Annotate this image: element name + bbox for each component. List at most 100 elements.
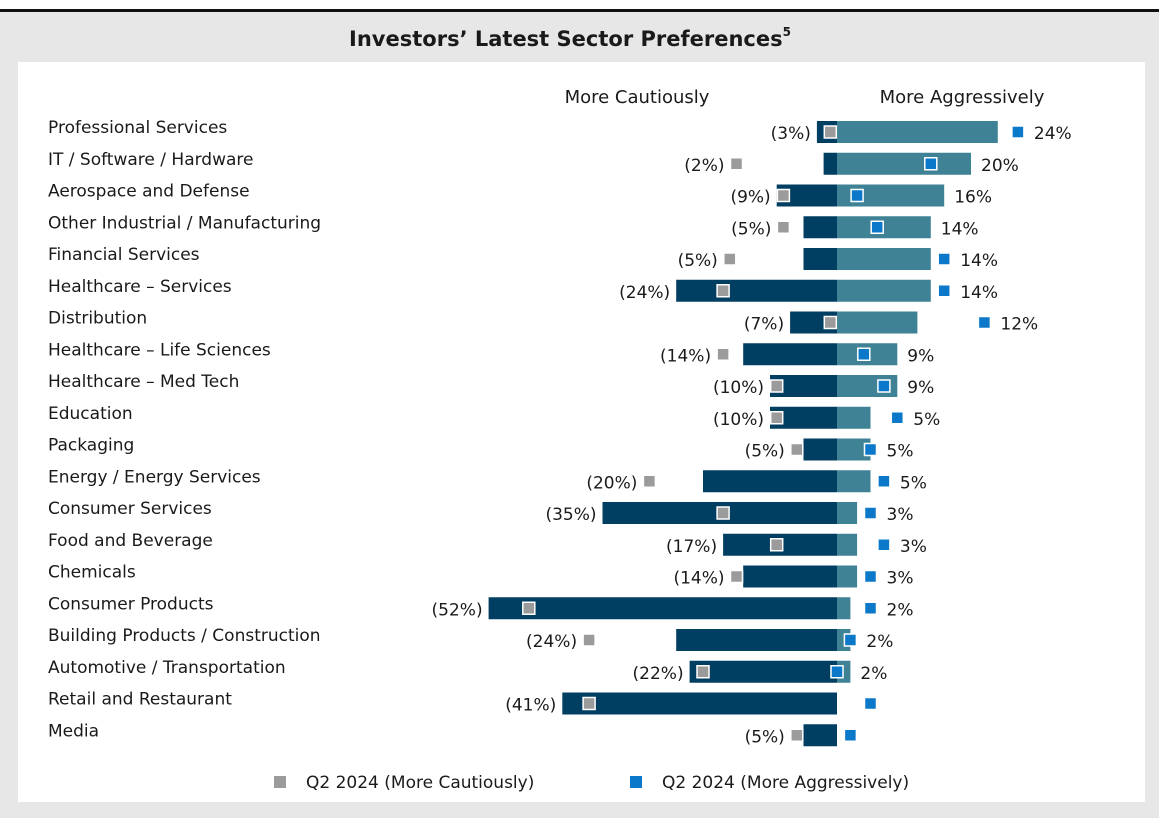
value-label: 5% <box>913 410 940 430</box>
value-label: 3% <box>887 569 914 589</box>
marker <box>823 125 838 139</box>
marker <box>937 252 951 266</box>
right-header: More Aggressively <box>880 87 1045 108</box>
marker <box>863 601 878 615</box>
bar <box>770 375 837 397</box>
marker <box>776 188 791 203</box>
marker <box>937 284 951 298</box>
marker <box>863 442 878 457</box>
value-label: 2% <box>866 632 893 652</box>
bar <box>776 184 837 207</box>
marker <box>790 442 804 457</box>
marker <box>863 569 878 584</box>
marker <box>769 411 784 425</box>
marker <box>977 315 992 330</box>
bar <box>823 152 837 175</box>
value-label: (24%) <box>619 283 670 303</box>
category-label: IT / Software / Hardware <box>48 150 254 170</box>
category-label: Education <box>48 404 133 424</box>
category-label: Healthcare – Med Tech <box>48 372 239 392</box>
category-label: Retail and Restaurant <box>48 690 232 710</box>
marker <box>696 665 710 679</box>
bar <box>803 248 837 270</box>
category-label: Packaging <box>48 436 134 456</box>
category-label: Consumer Products <box>48 594 214 614</box>
value-label: 16% <box>954 188 992 208</box>
value-label: (9%) <box>730 188 770 208</box>
value-label: (5%) <box>745 727 785 747</box>
value-label: (2%) <box>684 156 724 176</box>
category-label: Consumer Services <box>48 499 212 519</box>
category-label: Building Products / Construction <box>48 626 321 646</box>
value-label: (14%) <box>673 569 724 589</box>
category-label: Other Industrial / Manufacturing <box>48 213 321 233</box>
bar <box>743 565 837 588</box>
value-label: 3% <box>887 505 914 525</box>
value-label: (5%) <box>745 442 785 462</box>
marker <box>877 379 891 393</box>
category-label: Food and Beverage <box>48 531 213 551</box>
marker <box>769 379 784 393</box>
bar <box>837 470 871 493</box>
marker <box>863 506 878 520</box>
category-label: Chemicals <box>48 563 136 583</box>
bar <box>803 216 837 239</box>
bar <box>837 279 931 302</box>
value-label: 14% <box>960 283 998 303</box>
value-label: (17%) <box>666 537 717 557</box>
value-label: 24% <box>1034 124 1072 144</box>
top-rule <box>0 9 1159 12</box>
value-label: (41%) <box>505 696 556 716</box>
value-label: (5%) <box>678 251 718 271</box>
value-label: (7%) <box>744 315 784 335</box>
value-label: 9% <box>907 346 934 366</box>
category-label: Distribution <box>48 309 147 329</box>
category-label: Financial Services <box>48 245 200 265</box>
bar <box>703 470 837 493</box>
marker <box>729 157 744 171</box>
category-label: Media <box>48 721 99 741</box>
value-label: (10%) <box>713 410 764 430</box>
marker <box>877 474 891 488</box>
marker <box>716 347 730 361</box>
legend-swatch <box>274 776 286 788</box>
bar <box>689 660 837 683</box>
chart-title: Investors’ Latest Sector Preferences5 <box>349 25 791 52</box>
value-label: 14% <box>941 219 979 239</box>
bar <box>803 438 837 461</box>
left-header: More Cautiously <box>565 87 710 108</box>
bar <box>837 533 858 556</box>
value-label: 5% <box>887 442 914 462</box>
marker <box>870 220 884 234</box>
marker <box>830 665 844 679</box>
bar <box>770 406 837 429</box>
bar <box>837 565 858 588</box>
bar <box>743 343 837 366</box>
marker <box>716 506 730 520</box>
legend-swatch <box>630 776 642 788</box>
marker <box>769 538 784 552</box>
marker <box>877 538 891 552</box>
category-label: Automotive / Transportation <box>48 658 286 678</box>
value-label: (35%) <box>545 505 596 525</box>
marker <box>522 601 536 615</box>
marker <box>1011 125 1025 139</box>
marker <box>582 633 596 647</box>
category-label: Energy / Energy Services <box>48 467 261 487</box>
category-label: Professional Services <box>48 118 227 138</box>
value-label: (22%) <box>633 664 684 684</box>
legend-label: Q2 2024 (More Cautiously) <box>306 773 534 793</box>
marker <box>642 474 657 488</box>
text-part: 5 <box>783 25 791 39</box>
bar <box>837 502 858 524</box>
value-label: (3%) <box>771 124 811 144</box>
bar <box>837 121 998 143</box>
value-label: (10%) <box>713 378 764 398</box>
value-label: (5%) <box>731 219 771 239</box>
bar <box>837 311 918 334</box>
category-label: Healthcare – Life Sciences <box>48 340 271 360</box>
bar <box>676 279 837 302</box>
value-label: (14%) <box>660 346 711 366</box>
category-label: Healthcare – Services <box>48 277 232 297</box>
